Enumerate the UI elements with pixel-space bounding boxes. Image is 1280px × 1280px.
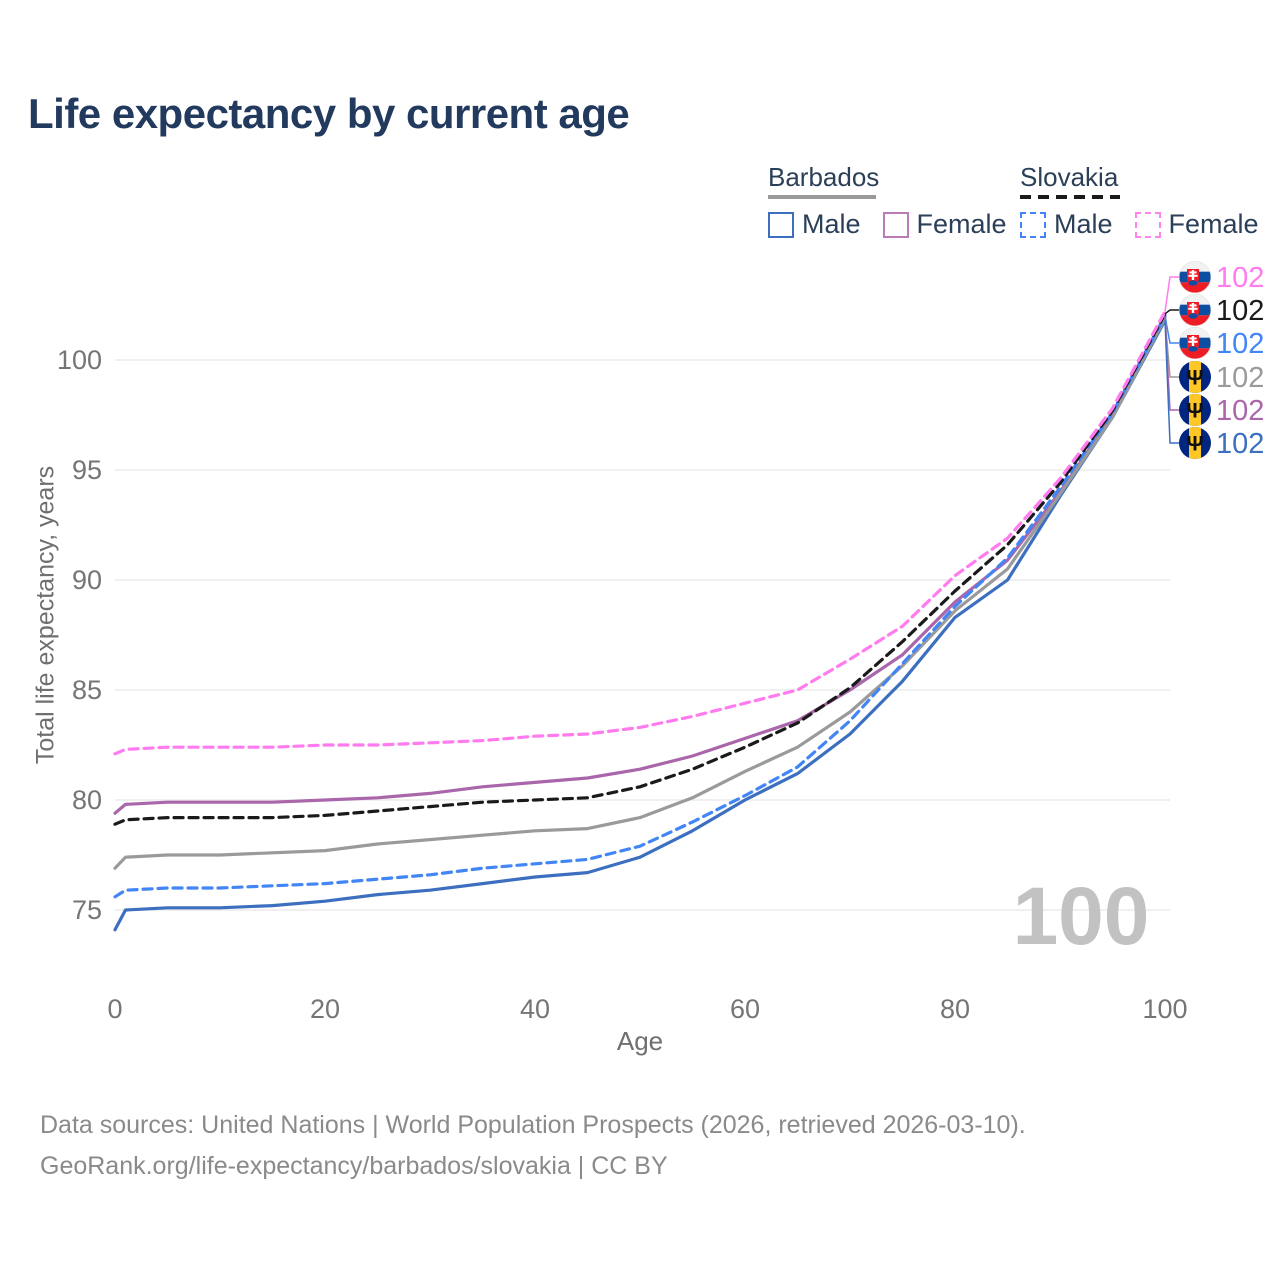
series-line-slovakia-male (113, 314, 1167, 899)
checkbox-barbados-female (882, 211, 909, 238)
y-tick-label: 80 (72, 785, 102, 815)
end-label-value-barbados-both-sexes: 102 (1216, 362, 1264, 394)
end-label-connector-slovakia-both-sexes (1164, 309, 1179, 315)
current-age-watermark: 100 (1013, 871, 1150, 962)
legend-item-label: Male (1054, 209, 1113, 239)
end-label-value-slovakia-both-sexes: 102 (1216, 295, 1264, 327)
end-label-value-barbados-male: 102 (1216, 428, 1264, 460)
y-tick-label: 85 (72, 675, 102, 705)
y-axis-title: Total life expectancy, years (31, 465, 60, 765)
legend-item-label: Female (1168, 209, 1259, 239)
x-tick-label: 100 (1142, 994, 1187, 1024)
legend-item-barbados-female[interactable]: Female (882, 209, 1007, 240)
x-tick-label: 20 (310, 994, 340, 1024)
checkbox-barbados-male (768, 211, 794, 238)
series-line-barbados-female (113, 314, 1167, 815)
end-label-value-slovakia-female: 102 (1216, 262, 1264, 294)
slovakia-flag-icon (1179, 327, 1211, 359)
series-line-slovakia-both-sexes (113, 312, 1167, 826)
legend-country-slovakia-label[interactable]: Slovakia (1020, 162, 1119, 192)
legend-group-barbados: Barbados Male Female (768, 163, 1029, 240)
data-source-line: Data sources: United Nations | World Pop… (40, 1111, 1026, 1139)
svg-text:Ψ: Ψ (1187, 367, 1204, 390)
end-label-connector-slovakia-female (1164, 276, 1179, 312)
x-axis-title: Age (616, 1026, 664, 1056)
legend-country-barbados-label[interactable]: Barbados (768, 162, 880, 192)
x-tick-label: 60 (730, 994, 760, 1024)
slovakia-flag-icon (1179, 294, 1211, 326)
legend-item-barbados-male[interactable]: Male (768, 209, 861, 240)
x-tick-label: 80 (940, 994, 970, 1024)
attribution-link[interactable]: GeoRank.org/life-expectancy/barbados/slo… (40, 1152, 668, 1180)
barbados-flag-icon: Ψ (1179, 394, 1211, 426)
x-tick-label: 40 (520, 994, 550, 1024)
series-line-slovakia-female (113, 310, 1167, 756)
svg-text:Ψ: Ψ (1187, 400, 1204, 423)
end-label-connector-slovakia-male (1164, 315, 1179, 344)
legend-item-label: Female (916, 209, 1007, 239)
checkbox-slovakia-male (1020, 211, 1046, 238)
legend-item-label: Male (802, 209, 861, 239)
y-tick-label: 100 (57, 345, 102, 375)
barbados-line-style-swatch (768, 195, 876, 199)
end-label-value-slovakia-male: 102 (1216, 328, 1264, 360)
slovakia-flag-icon (1179, 261, 1211, 293)
y-tick-label: 90 (72, 565, 102, 595)
slovakia-line-style-swatch (1020, 195, 1120, 199)
legend-item-slovakia-male[interactable]: Male (1020, 209, 1113, 240)
barbados-flag-icon: Ψ (1179, 427, 1211, 459)
y-tick-label: 75 (72, 895, 102, 925)
end-label-connector-barbados-male (1164, 320, 1179, 444)
barbados-flag-icon: Ψ (1179, 361, 1211, 393)
data-source-footer: Data sources: United Nations | World Pop… (40, 1105, 1026, 1187)
legend-group-slovakia: Slovakia Male Female (1020, 163, 1280, 240)
end-label-value-barbados-female: 102 (1216, 395, 1264, 427)
page-title: Life expectancy by current age (28, 90, 630, 137)
svg-text:Ψ: Ψ (1187, 433, 1204, 456)
series-line-barbados-male (113, 318, 1167, 932)
series-line-barbados-both-sexes (113, 316, 1167, 870)
y-tick-label: 95 (72, 455, 102, 485)
x-tick-label: 0 (107, 994, 122, 1024)
checkbox-slovakia-female (1134, 211, 1161, 238)
legend-item-slovakia-female[interactable]: Female (1134, 209, 1259, 240)
